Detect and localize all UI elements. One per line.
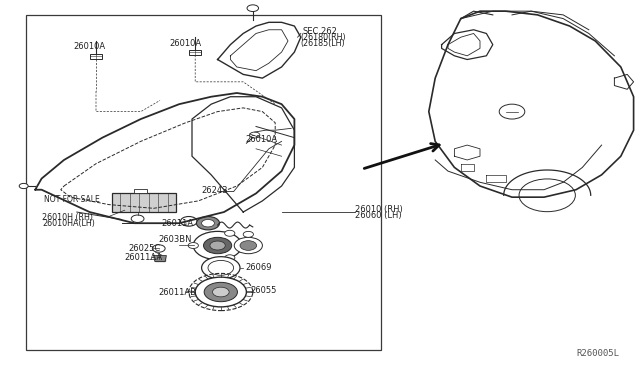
Text: 2603BN: 2603BN (159, 235, 192, 244)
Circle shape (204, 282, 237, 302)
Circle shape (234, 237, 262, 254)
Bar (134, 189, 147, 193)
Circle shape (196, 217, 220, 230)
Bar (189, 50, 201, 55)
Text: 26010A: 26010A (170, 39, 202, 48)
Text: (26185(LH): (26185(LH) (301, 39, 346, 48)
Circle shape (188, 243, 198, 248)
Circle shape (195, 277, 246, 307)
Circle shape (210, 241, 225, 250)
Text: 26069: 26069 (245, 263, 271, 272)
Circle shape (152, 245, 165, 252)
Text: NOT FOR SALE: NOT FOR SALE (44, 195, 99, 204)
Text: 26011AA: 26011AA (125, 253, 163, 262)
Circle shape (499, 104, 525, 119)
Text: 26011A: 26011A (161, 219, 193, 228)
Text: 26010A: 26010A (246, 135, 278, 144)
Polygon shape (155, 256, 165, 261)
Circle shape (250, 132, 260, 138)
Text: 26010A: 26010A (74, 42, 106, 51)
Circle shape (225, 255, 235, 261)
Circle shape (519, 179, 575, 212)
Circle shape (208, 260, 234, 275)
Text: 26010HA(LH): 26010HA(LH) (42, 219, 95, 228)
Circle shape (240, 241, 257, 250)
Circle shape (19, 183, 28, 189)
Text: 26243: 26243 (202, 186, 228, 195)
Bar (26, 15, 381, 350)
Circle shape (225, 230, 235, 236)
Circle shape (212, 287, 229, 297)
Circle shape (243, 231, 253, 237)
Circle shape (193, 231, 242, 260)
Circle shape (180, 217, 197, 226)
Circle shape (204, 237, 232, 254)
Text: 26055: 26055 (251, 286, 277, 295)
Circle shape (202, 257, 240, 279)
Bar (112, 193, 176, 212)
Text: SEC.262: SEC.262 (303, 27, 337, 36)
Bar (90, 54, 102, 59)
Text: R260005L: R260005L (577, 349, 620, 358)
Circle shape (247, 5, 259, 12)
Text: 26010 (RH): 26010 (RH) (355, 205, 403, 214)
Text: 26025C: 26025C (128, 244, 160, 253)
Text: 26060 (LH): 26060 (LH) (355, 211, 402, 220)
Circle shape (202, 219, 214, 227)
Circle shape (131, 215, 144, 222)
Text: 26010H (RH): 26010H (RH) (42, 213, 93, 222)
Text: 26011AB: 26011AB (159, 288, 196, 296)
Text: (26180(RH): (26180(RH) (301, 33, 346, 42)
